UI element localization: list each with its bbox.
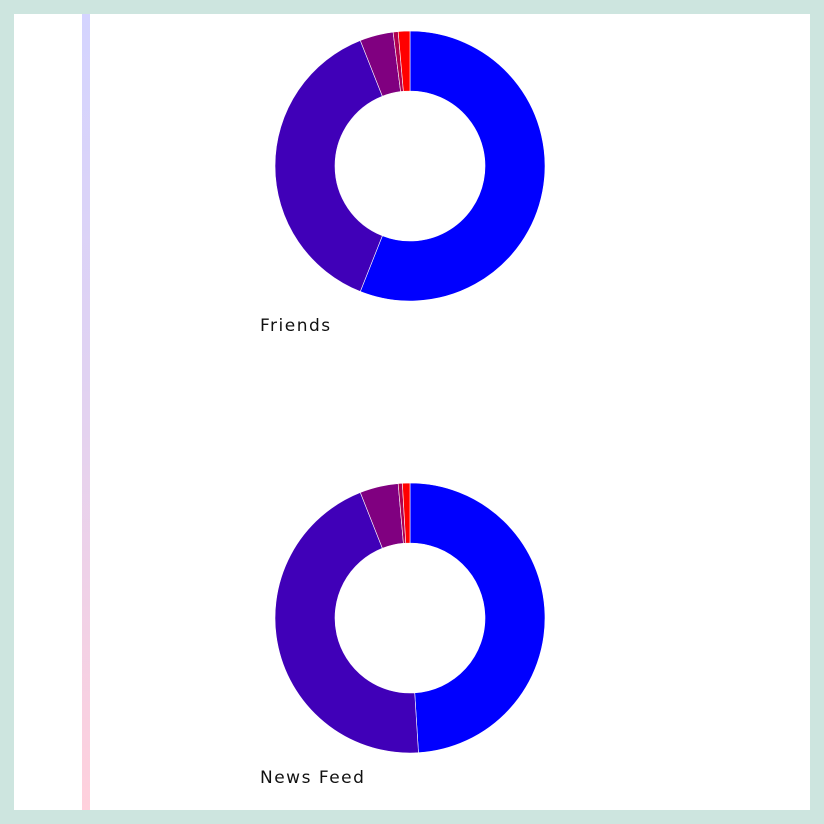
donut-slice-5 [402,482,411,544]
news-feed-donut-svg [274,482,546,754]
friends-chart-title: Friends [260,316,332,336]
friends-donut-chart: Friends [260,14,560,344]
page-frame: Friends News Feed [14,14,810,810]
donut-slice-2 [274,40,383,292]
donut-slice-1 [359,30,546,302]
donut-slice-2 [274,492,419,754]
donut-slice-5 [397,30,411,92]
left-accent-bar [82,14,90,810]
news-feed-chart-title: News Feed [260,768,366,788]
friends-donut-svg [274,30,546,302]
news-feed-donut-chart: News Feed [260,466,560,806]
donut-slice-1 [409,482,546,754]
